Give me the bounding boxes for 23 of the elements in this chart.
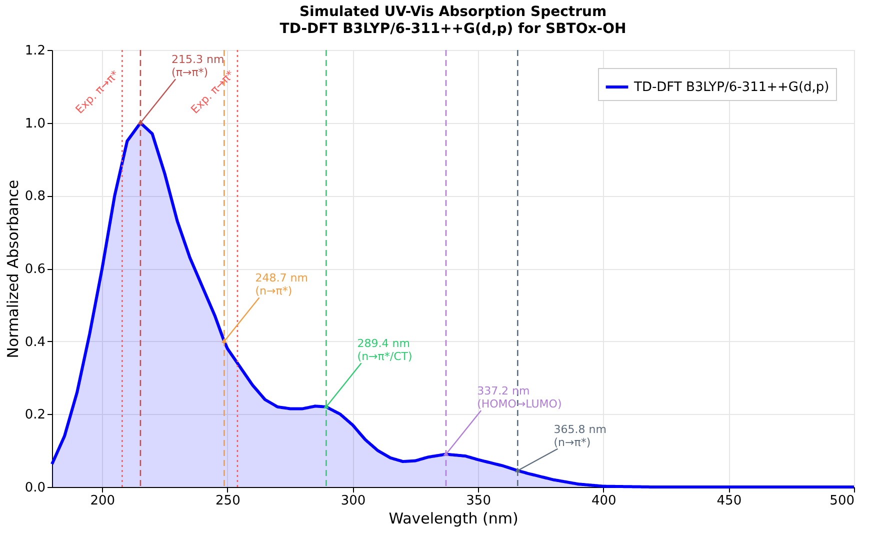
x-tick-label: 300: [340, 494, 366, 508]
chart-subtitle: TD-DFT B3LYP/6-311++G(d,p) for SBTOx-OH: [280, 21, 626, 37]
y-tick-label: 1.0: [24, 116, 46, 132]
annotation: 248.7 nm (n→π*): [255, 272, 308, 298]
annotation: 365.8 nm (n→π*): [554, 422, 606, 449]
y-axis-title: Normalized Absorbance: [4, 180, 22, 358]
annotation: 337.2 nm (HOMO→LUMO): [477, 384, 562, 411]
x-axis-title: Wavelength (nm): [388, 510, 518, 528]
x-tick-label: 500: [830, 494, 854, 508]
x-tick-label: 250: [216, 494, 240, 508]
annotation: 289.4 nm (n→π*/CT): [357, 337, 412, 364]
x-tick-label: 450: [716, 494, 742, 508]
y-tick-label: 0.2: [24, 408, 46, 423]
x-tick-label: 200: [90, 494, 116, 508]
y-tick-label: 0.6: [24, 262, 46, 277]
y-tick-label: 0.0: [24, 480, 46, 496]
x-tick-label: 400: [591, 494, 616, 508]
chart-title: Simulated UV-Vis Absorption Spectrum: [299, 4, 607, 20]
x-tick-label: 350: [466, 494, 491, 508]
y-tick-label: 0.8: [24, 189, 46, 204]
y-tick-label: 0.4: [24, 334, 46, 350]
y-tick-label: 1.2: [24, 44, 46, 58]
legend-label: TD-DFT B3LYP/6-311++G(d,p): [633, 80, 830, 95]
